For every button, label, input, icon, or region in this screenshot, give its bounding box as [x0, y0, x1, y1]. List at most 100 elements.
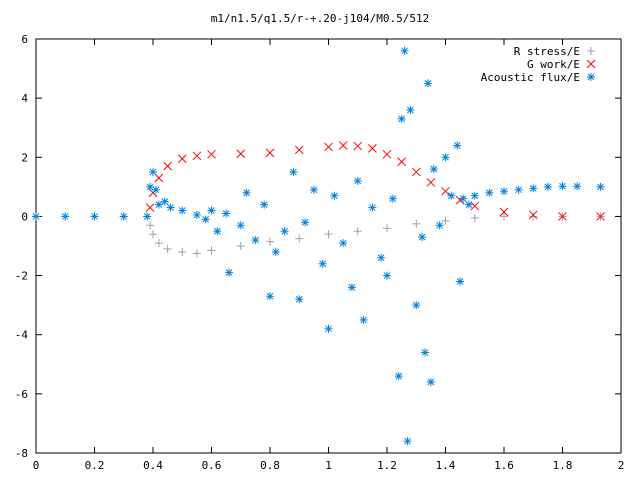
x-tick-label: 0.6 — [202, 459, 222, 472]
point-acoustic-flux-e — [301, 218, 310, 227]
point-acoustic-flux-e — [429, 165, 438, 174]
point-r-stress-e — [207, 246, 216, 255]
point-acoustic-flux-e — [151, 185, 160, 194]
series-r-stress-e — [32, 212, 605, 258]
point-acoustic-flux-e — [500, 187, 508, 196]
point-g-work-e — [324, 142, 333, 152]
point-acoustic-flux-e — [421, 348, 430, 357]
x-tick-label: 1.6 — [494, 459, 514, 472]
point-acoustic-flux-e — [178, 206, 187, 215]
point-g-work-e — [426, 178, 436, 187]
data-marks — [32, 46, 605, 446]
point-acoustic-flux-e — [280, 227, 289, 236]
chart-title: m1/n1.5/q1.5/r-+.20-j104/M0.5/512 — [211, 12, 430, 25]
series-acoustic-flux-e — [32, 46, 605, 446]
point-acoustic-flux-e — [441, 153, 450, 162]
y-tick-label: -6 — [15, 388, 28, 401]
point-acoustic-flux-e — [394, 372, 403, 381]
point-g-work-e — [145, 203, 155, 212]
point-acoustic-flux-e — [377, 253, 386, 262]
point-acoustic-flux-e — [400, 46, 409, 55]
point-acoustic-flux-e — [143, 212, 152, 221]
point-acoustic-flux-e — [359, 315, 368, 324]
point-acoustic-flux-e — [154, 200, 163, 209]
point-acoustic-flux-e — [201, 215, 210, 224]
point-acoustic-flux-e — [324, 324, 333, 333]
point-r-stress-e — [470, 213, 479, 222]
point-g-work-e — [499, 207, 509, 217]
point-acoustic-flux-e — [459, 194, 468, 203]
point-acoustic-flux-e — [236, 221, 245, 230]
point-r-stress-e — [149, 230, 157, 239]
axis-ticks: 0 0.2 0.4 0.6 0.8 1 1.2 1.4 1.6 1.8 2 6 4 2 0 -2 -4 -6 -8 — [15, 33, 625, 472]
point-g-work-e — [353, 141, 363, 151]
point-acoustic-flux-e — [426, 378, 435, 387]
point-acoustic-flux-e — [529, 184, 538, 193]
point-acoustic-flux-e — [192, 210, 201, 219]
point-r-stress-e — [266, 237, 274, 246]
point-acoustic-flux-e — [295, 295, 304, 304]
point-g-work-e — [368, 144, 377, 153]
x-tick-label: 2 — [618, 459, 625, 472]
x-tick-label: 0.2 — [85, 459, 105, 472]
point-r-stress-e — [500, 212, 508, 221]
point-g-work-e — [596, 212, 605, 221]
point-acoustic-flux-e — [456, 277, 465, 286]
point-acoustic-flux-e — [347, 283, 356, 292]
point-r-stress-e — [353, 227, 362, 236]
point-acoustic-flux-e — [453, 141, 462, 150]
legend-label-acoustic-flux-e: Acoustic flux/E — [481, 71, 580, 84]
point-acoustic-flux-e — [222, 209, 231, 218]
point-acoustic-flux-e — [353, 176, 362, 185]
legend-marker-acoustic-flux-e — [587, 73, 595, 81]
point-acoustic-flux-e — [406, 105, 415, 114]
point-acoustic-flux-e — [368, 203, 377, 212]
point-acoustic-flux-e — [242, 188, 251, 197]
point-g-work-e — [528, 210, 538, 220]
point-acoustic-flux-e — [32, 212, 40, 221]
point-acoustic-flux-e — [423, 79, 432, 88]
point-acoustic-flux-e — [61, 212, 70, 221]
point-r-stress-e — [163, 244, 172, 253]
point-g-work-e — [558, 212, 567, 221]
point-g-work-e — [207, 149, 216, 159]
point-r-stress-e — [529, 212, 538, 221]
point-acoustic-flux-e — [435, 221, 444, 230]
point-acoustic-flux-e — [485, 188, 494, 197]
y-tick-label: -4 — [15, 329, 29, 342]
point-acoustic-flux-e — [289, 168, 298, 177]
point-acoustic-flux-e — [149, 168, 157, 177]
point-acoustic-flux-e — [119, 212, 128, 221]
point-r-stress-e — [383, 224, 391, 233]
point-g-work-e — [154, 173, 164, 183]
point-acoustic-flux-e — [160, 197, 169, 206]
point-g-work-e — [236, 149, 246, 159]
legend-label-r-stress-e: R stress/E — [514, 45, 580, 58]
point-acoustic-flux-e — [596, 182, 605, 191]
x-tick-label: 1.8 — [553, 459, 573, 472]
point-acoustic-flux-e — [514, 185, 523, 194]
point-r-stress-e — [236, 242, 245, 250]
point-acoustic-flux-e — [558, 182, 567, 191]
point-acoustic-flux-e — [470, 191, 479, 200]
x-tick-label: 0.8 — [260, 459, 280, 472]
point-acoustic-flux-e — [418, 233, 427, 242]
point-g-work-e — [470, 201, 480, 211]
point-g-work-e — [397, 157, 406, 167]
x-tick-label: 0 — [33, 459, 40, 472]
point-acoustic-flux-e — [388, 194, 397, 203]
y-tick-label: -2 — [15, 270, 28, 283]
point-g-work-e — [163, 161, 172, 171]
point-r-stress-e — [154, 239, 163, 248]
y-tick-label: 2 — [21, 151, 28, 164]
point-g-work-e — [192, 151, 202, 161]
point-r-stress-e — [192, 249, 201, 258]
plot-frame — [35, 38, 622, 454]
x-tick-label: 0.4 — [143, 459, 163, 472]
point-acoustic-flux-e — [207, 206, 216, 215]
point-r-stress-e — [178, 247, 187, 256]
series-g-work-e — [145, 141, 605, 221]
point-acoustic-flux-e — [166, 203, 175, 212]
